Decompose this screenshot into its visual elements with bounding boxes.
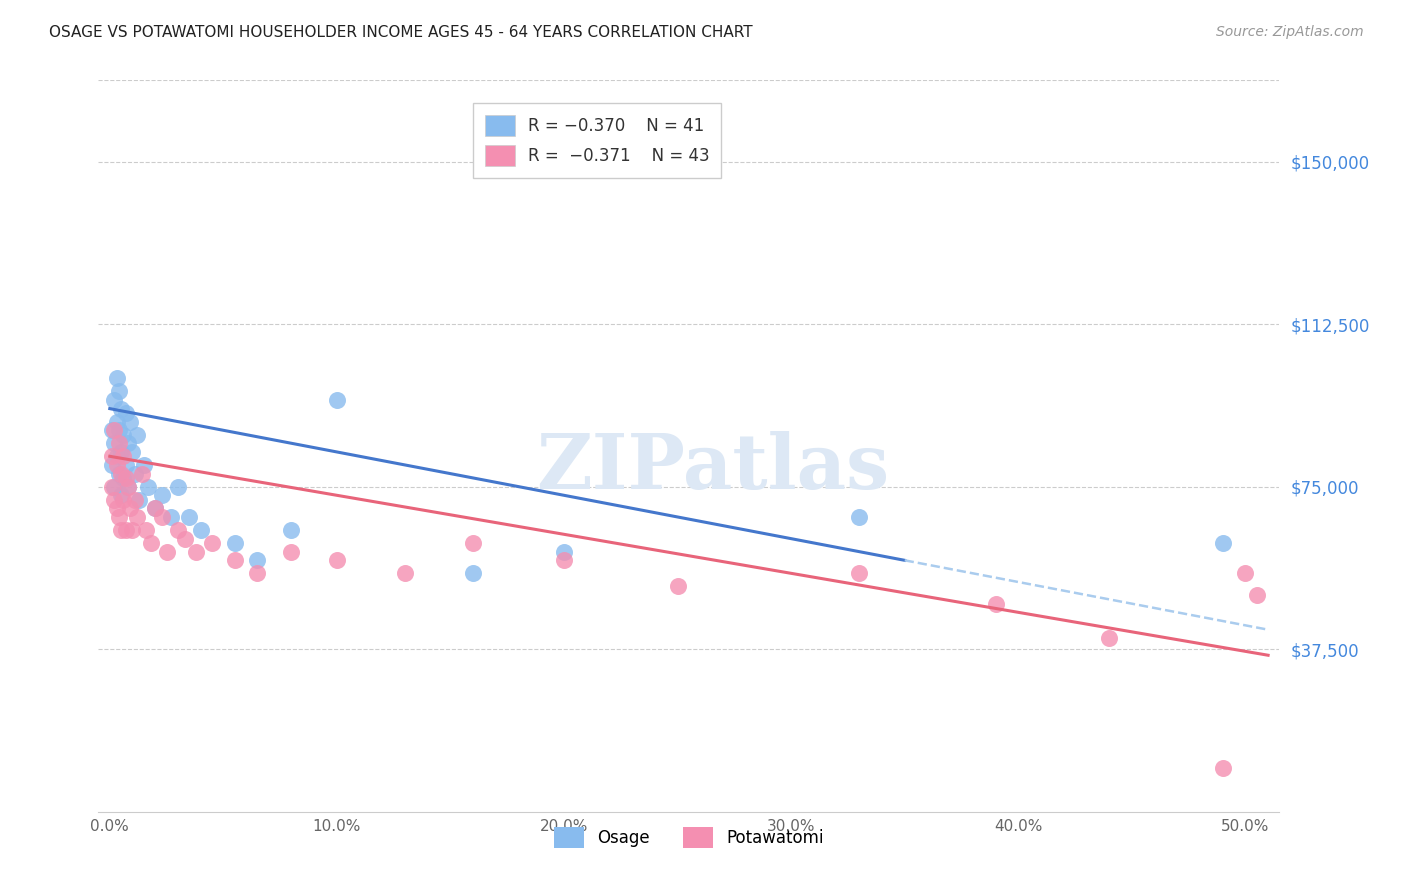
Point bbox=[553, 544, 575, 558]
Point bbox=[108, 467, 131, 481]
Point bbox=[143, 501, 166, 516]
Point bbox=[114, 523, 136, 537]
Point bbox=[1234, 566, 1257, 581]
Point bbox=[101, 480, 124, 494]
Point bbox=[224, 553, 246, 567]
Point bbox=[121, 445, 143, 459]
Point bbox=[246, 566, 269, 581]
Point bbox=[117, 436, 139, 450]
Point bbox=[112, 427, 135, 442]
Point bbox=[121, 523, 143, 537]
Point bbox=[280, 544, 302, 558]
Point bbox=[101, 458, 124, 472]
Point bbox=[848, 510, 870, 524]
Point bbox=[394, 566, 416, 581]
Point bbox=[110, 523, 132, 537]
Point bbox=[1098, 632, 1121, 646]
Point bbox=[280, 523, 302, 537]
Point bbox=[108, 436, 131, 450]
Point bbox=[138, 480, 160, 494]
Point bbox=[1212, 761, 1234, 775]
Point bbox=[108, 423, 131, 437]
Point bbox=[114, 471, 136, 485]
Point bbox=[110, 401, 132, 416]
Point bbox=[114, 458, 136, 472]
Point bbox=[132, 458, 155, 472]
Point bbox=[173, 532, 195, 546]
Point bbox=[224, 536, 246, 550]
Point bbox=[110, 488, 132, 502]
Point bbox=[110, 467, 132, 481]
Point bbox=[150, 488, 173, 502]
Point bbox=[167, 480, 190, 494]
Point bbox=[139, 536, 162, 550]
Point bbox=[112, 450, 135, 464]
Point bbox=[103, 436, 125, 450]
Point bbox=[463, 536, 485, 550]
Point bbox=[1246, 588, 1268, 602]
Point bbox=[117, 480, 139, 494]
Point bbox=[114, 406, 136, 420]
Point bbox=[160, 510, 183, 524]
Point bbox=[105, 458, 128, 472]
Point bbox=[124, 492, 146, 507]
Point bbox=[553, 553, 575, 567]
Point bbox=[112, 492, 135, 507]
Point bbox=[1212, 536, 1234, 550]
Point bbox=[143, 501, 166, 516]
Point bbox=[105, 450, 128, 464]
Point bbox=[135, 523, 157, 537]
Point bbox=[103, 392, 125, 407]
Point bbox=[117, 480, 139, 494]
Legend: Osage, Potawatomi: Osage, Potawatomi bbox=[547, 820, 831, 855]
Point bbox=[463, 566, 485, 581]
Point bbox=[110, 445, 132, 459]
Point bbox=[124, 467, 146, 481]
Point bbox=[103, 423, 125, 437]
Point bbox=[984, 597, 1007, 611]
Point bbox=[326, 392, 349, 407]
Point bbox=[108, 384, 131, 399]
Point bbox=[666, 579, 689, 593]
Point bbox=[848, 566, 870, 581]
Text: Source: ZipAtlas.com: Source: ZipAtlas.com bbox=[1216, 25, 1364, 39]
Point bbox=[150, 510, 173, 524]
Point bbox=[128, 492, 150, 507]
Point bbox=[108, 510, 131, 524]
Point bbox=[155, 544, 177, 558]
Point bbox=[125, 510, 148, 524]
Point bbox=[120, 415, 142, 429]
Point bbox=[103, 480, 125, 494]
Point bbox=[112, 471, 135, 485]
Point bbox=[125, 427, 148, 442]
Point bbox=[131, 467, 153, 481]
Point bbox=[190, 523, 212, 537]
Point bbox=[167, 523, 190, 537]
Point bbox=[184, 544, 207, 558]
Point bbox=[120, 501, 142, 516]
Point bbox=[326, 553, 349, 567]
Point bbox=[201, 536, 224, 550]
Text: ZIPatlas: ZIPatlas bbox=[536, 431, 889, 505]
Point bbox=[105, 501, 128, 516]
Point bbox=[179, 510, 201, 524]
Point bbox=[105, 415, 128, 429]
Text: OSAGE VS POTAWATOMI HOUSEHOLDER INCOME AGES 45 - 64 YEARS CORRELATION CHART: OSAGE VS POTAWATOMI HOUSEHOLDER INCOME A… bbox=[49, 25, 752, 40]
Point bbox=[101, 450, 124, 464]
Point bbox=[246, 553, 269, 567]
Point bbox=[101, 423, 124, 437]
Point bbox=[103, 492, 125, 507]
Point bbox=[105, 371, 128, 385]
